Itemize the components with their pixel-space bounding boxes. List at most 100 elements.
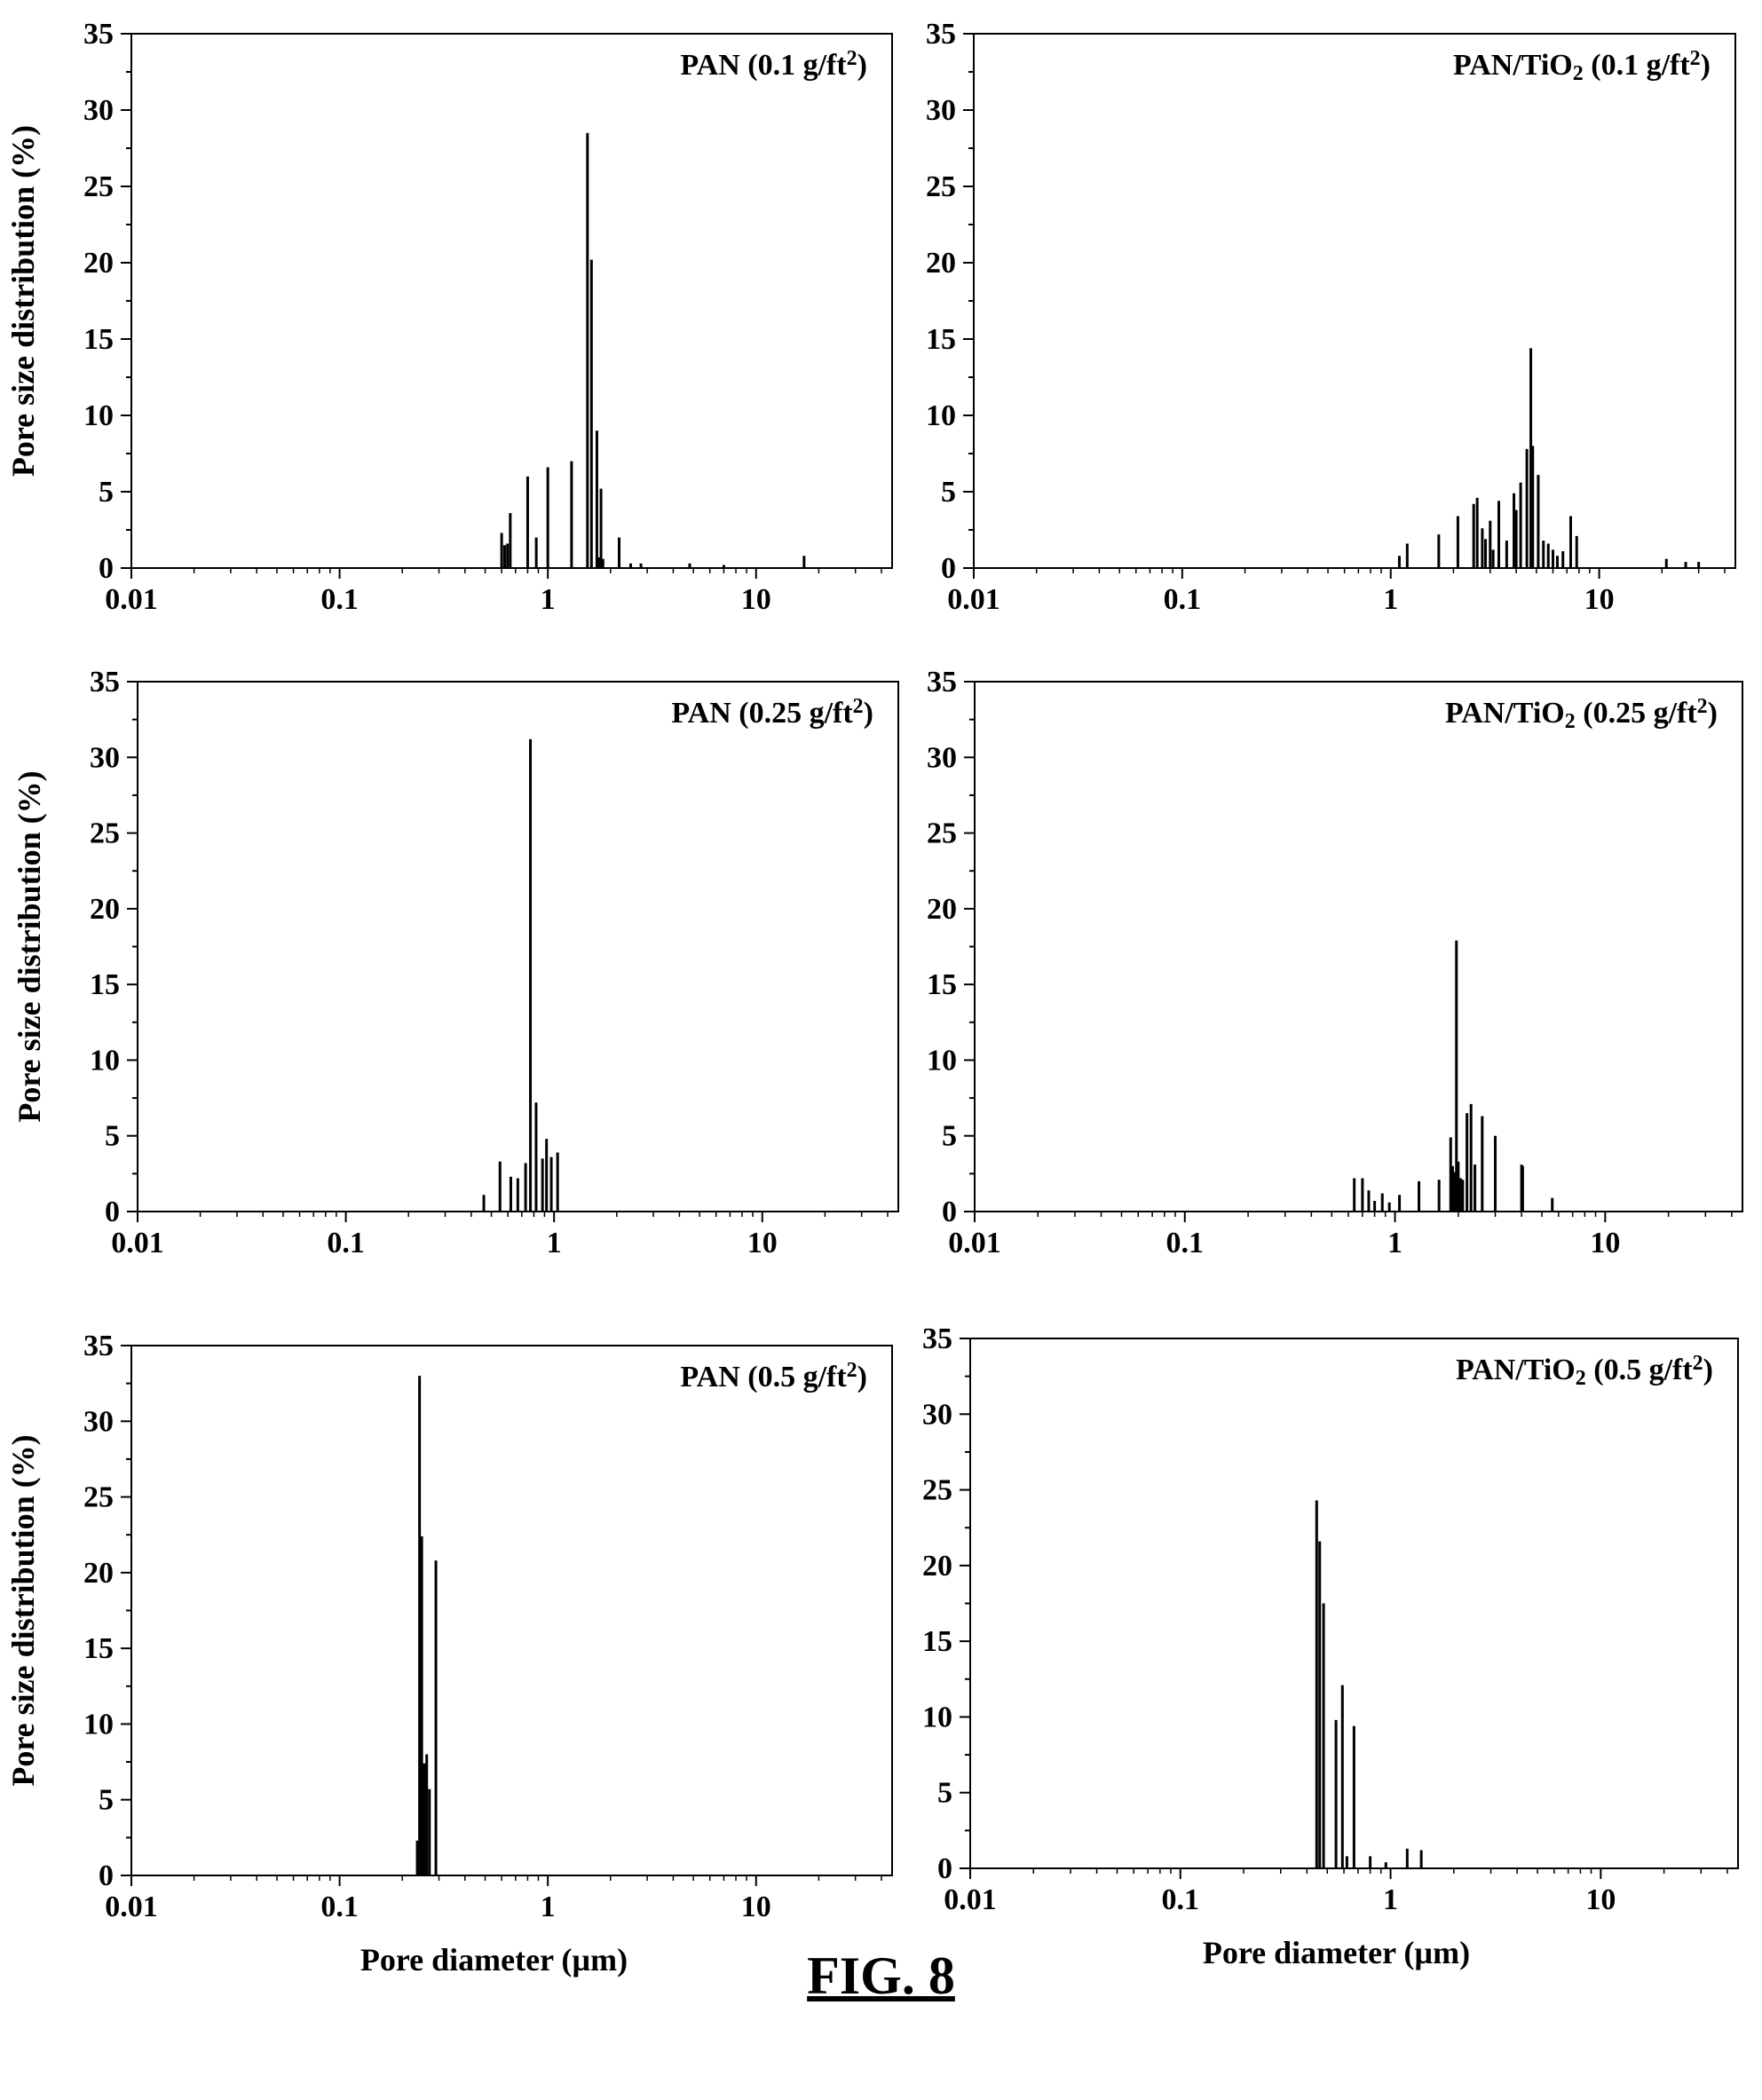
chart-2-bar-5 <box>529 738 533 1212</box>
chart-1-bar-8 <box>1489 520 1492 568</box>
chart-0-xtick-label-1: 0.1 <box>320 583 359 616</box>
chart-2-ytick-label-1: 5 <box>105 1120 120 1153</box>
chart-2-xtick-label-3: 10 <box>747 1227 778 1259</box>
chart-1-xtick-label-3: 10 <box>1584 583 1615 616</box>
chart-1-bar-10 <box>1497 501 1501 568</box>
chart-1-ytick-label-5: 25 <box>926 170 956 203</box>
chart-5-bar-2 <box>1322 1603 1325 1868</box>
chart-3-bar-8 <box>1437 1180 1441 1212</box>
chart-1-bar-9 <box>1491 549 1495 568</box>
chart-0-title: PAN (0.1 g/ft2) <box>680 47 867 82</box>
chart-0-ytick-label-2: 10 <box>83 399 114 432</box>
chart-4-bar-0 <box>415 1840 419 1875</box>
chart-1-bar-12 <box>1513 493 1516 568</box>
chart-4-ytick-label-6: 30 <box>83 1405 114 1438</box>
chart-4-ylabel: Pore size distribution (%) <box>5 1434 41 1786</box>
chart-4-bar-2 <box>420 1536 423 1875</box>
chart-1-xtick-label-0: 0.01 <box>947 583 1000 616</box>
chart-1-ytick-label-3: 15 <box>926 323 956 356</box>
chart-2-ytick-label-7: 35 <box>90 666 120 699</box>
chart-3-bar-2 <box>1367 1190 1371 1212</box>
chart-2-bar-3 <box>516 1178 519 1212</box>
chart-3-bar-22 <box>1521 1165 1524 1212</box>
chart-2-xtick-label-2: 1 <box>547 1227 562 1259</box>
chart-3-ytick-label-0: 0 <box>942 1196 957 1228</box>
chart-2-bar-2 <box>509 1176 512 1212</box>
chart-5-xtick-label-0: 0.01 <box>944 1883 997 1916</box>
chart-1-bar-26 <box>1664 558 1668 568</box>
chart-4-xlabel: Pore diameter (µm) <box>360 1942 628 1978</box>
chart-1-title: PAN/TiO2 (0.1 g/ft2) <box>1453 47 1711 85</box>
chart-0-ytick-label-0: 0 <box>99 552 114 585</box>
chart-3-bar-23 <box>1551 1197 1554 1212</box>
chart-3-bar-9 <box>1449 1137 1452 1212</box>
chart-5-bar-6 <box>1352 1725 1355 1868</box>
panel-pan-tio2-0.5: 0 5 10 15 20 25 30 35 0.01 0.1 1 10 PAN/TiO2 (0.5 g/… <box>922 1322 1739 1970</box>
chart-1-xtick-label-1: 0.1 <box>1164 583 1202 616</box>
chart-1-bar-21 <box>1551 549 1554 568</box>
chart-0-ytick-label-4: 20 <box>83 247 114 280</box>
chart-3-bar-3 <box>1373 1201 1377 1212</box>
chart-2-ytick-label-4: 20 <box>90 893 120 926</box>
chart-0-bar-11 <box>597 557 601 568</box>
chart-5-ytick-label-4: 20 <box>922 1550 952 1583</box>
chart-0-bar-12 <box>599 488 603 568</box>
chart-2-xtick-label-1: 0.1 <box>327 1227 365 1259</box>
chart-3-ytick-label-3: 15 <box>927 968 957 1001</box>
chart-3-bar-4 <box>1380 1193 1384 1212</box>
chart-1-bar-3 <box>1456 516 1459 568</box>
chart-4-xtick-label-2: 1 <box>541 1891 556 1923</box>
chart-5-bar-9 <box>1405 1848 1409 1868</box>
chart-5-bar-0 <box>1315 1500 1318 1868</box>
chart-5-bar-1 <box>1318 1541 1322 1868</box>
chart-4-xtick-label-3: 10 <box>741 1891 771 1923</box>
panel-pan-tio2-0.25: 0 5 10 15 20 25 30 35 0.01 0.1 1 10 PAN/TiO2 (0.25 g… <box>927 666 1743 1259</box>
chart-3-bar-0 <box>1353 1178 1356 1212</box>
chart-5-ytick-label-0: 0 <box>937 1852 952 1885</box>
chart-1-bar-25 <box>1575 535 1578 568</box>
chart-1-bar-4 <box>1472 503 1475 568</box>
chart-4-ytick-label-1: 5 <box>99 1784 114 1817</box>
chart-1-bar-23 <box>1561 551 1565 568</box>
chart-2-bar-10 <box>556 1152 559 1212</box>
chart-1-plot-frame <box>973 33 1736 569</box>
chart-1-xtick-label-2: 1 <box>1383 583 1398 616</box>
chart-0-bar-3 <box>509 513 512 568</box>
chart-1-bar-13 <box>1514 509 1518 568</box>
chart-3-bar-15 <box>1461 1180 1465 1212</box>
chart-0-ytick-label-6: 30 <box>83 94 114 127</box>
chart-2-ytick-label-6: 30 <box>90 741 120 774</box>
chart-0-xtick-label-2: 1 <box>541 583 556 616</box>
chart-3-title: PAN/TiO2 (0.25 g/ft2) <box>1445 695 1718 733</box>
chart-1-bar-1 <box>1405 543 1409 568</box>
chart-2-bar-6 <box>534 1102 538 1212</box>
chart-0-bar-6 <box>546 467 549 568</box>
figure-caption: FIG. 8 <box>807 1946 955 2005</box>
chart-0-bar-16 <box>639 563 643 568</box>
chart-4-plot-frame <box>130 1345 893 1876</box>
chart-3-bar-11 <box>1453 1172 1457 1212</box>
chart-2-ylabel: Pore size distribution (%) <box>12 770 47 1122</box>
chart-1-bar-6 <box>1481 528 1484 568</box>
chart-5-xtick-label-3: 10 <box>1585 1883 1616 1916</box>
chart-1-bar-0 <box>1397 556 1401 568</box>
chart-2-bar-1 <box>498 1161 502 1212</box>
panel-pan-0.5: 0 5 10 15 20 25 30 35 0.01 0.1 1 10 PAN (0.5 g/ft2) P… <box>5 1330 893 1978</box>
chart-1-bar-2 <box>1437 534 1441 568</box>
panel-pan-tio2-0.1: 0 5 10 15 20 25 30 35 0.01 0.1 1 10 PAN/TiO2 (0.1 g/… <box>926 18 1736 616</box>
chart-5-bar-8 <box>1384 1862 1387 1868</box>
chart-1-bar-7 <box>1484 539 1488 568</box>
chart-5-bar-10 <box>1419 1850 1423 1868</box>
chart-1-bar-14 <box>1519 482 1522 568</box>
chart-4-bar-4 <box>425 1754 429 1875</box>
chart-2-ytick-label-2: 10 <box>90 1044 120 1077</box>
chart-1-bar-17 <box>1531 446 1535 568</box>
chart-5-ytick-label-2: 10 <box>922 1701 952 1733</box>
chart-3-bar-10 <box>1450 1165 1454 1212</box>
chart-1-bar-5 <box>1475 497 1479 568</box>
chart-5-bar-7 <box>1369 1856 1372 1868</box>
chart-3-bar-1 <box>1361 1178 1364 1212</box>
chart-0-bar-17 <box>688 563 691 568</box>
chart-4-ytick-label-2: 10 <box>83 1708 114 1741</box>
